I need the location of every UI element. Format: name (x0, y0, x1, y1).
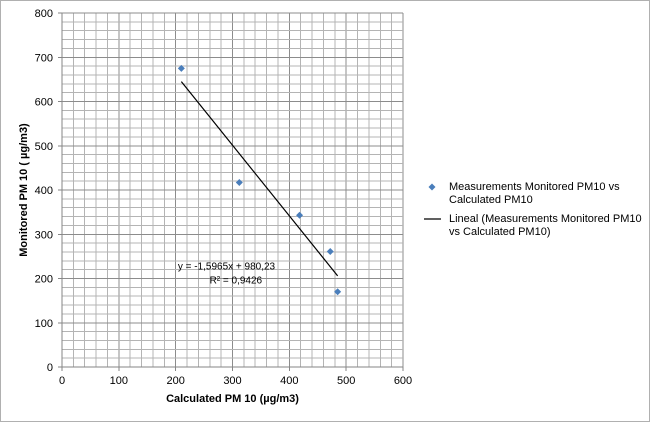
y-tick-labels: 0 100 200 300 400 500 600 700 800 (35, 8, 53, 374)
data-points (177, 64, 342, 296)
y-tick-label: 300 (35, 229, 53, 241)
data-point (334, 288, 342, 296)
x-tick-label: 400 (280, 375, 298, 387)
data-point (235, 178, 243, 186)
equation-group: y = -1,5965x + 980,23 R² = 0,9426 (178, 262, 276, 287)
x-tick-label: 300 (223, 375, 241, 387)
trendline-equation: y = -1,5965x + 980,23 (178, 262, 276, 273)
grid-lines (62, 12, 404, 367)
trendline-group (180, 81, 339, 277)
data-point (326, 248, 334, 256)
y-tick-label: 0 (47, 362, 53, 374)
x-tick-label: 200 (166, 375, 184, 387)
y-tick-label: 700 (35, 52, 53, 64)
legend-label-series: Calculated PM10 (449, 194, 533, 206)
x-tick-label: 100 (110, 375, 128, 387)
legend-label-trendline: Lineal (Measurements Monitored PM10 (449, 213, 642, 225)
y-axis-title: Monitored PM 10 ( µg/m3) (18, 123, 30, 257)
x-axis-title: Calculated PM 10 (µg/m3) (166, 393, 299, 405)
legend-marker-series (428, 183, 436, 191)
trendline (180, 81, 339, 277)
x-tick-label: 600 (394, 375, 412, 387)
x-tick-labels: 0 100 200 300 400 500 600 (59, 375, 412, 387)
x-tick-label: 500 (337, 375, 355, 387)
x-tick-label: 0 (59, 375, 65, 387)
y-tick-label: 200 (35, 274, 53, 286)
data-point (296, 211, 304, 219)
trendline-r-squared: R² = 0,9426 (210, 276, 263, 287)
y-tick-label: 600 (35, 97, 53, 109)
y-tick-label: 400 (35, 185, 53, 197)
y-tick-label: 800 (35, 8, 53, 20)
legend-label-series: Measurements Monitored PM10 vs (449, 181, 620, 193)
data-point (177, 64, 185, 72)
legend: Measurements Monitored PM10 vsCalculated… (424, 181, 642, 238)
y-tick-label: 500 (35, 141, 53, 153)
y-tick-label: 100 (35, 318, 53, 330)
legend-label-trendline: vs Calculated PM10) (449, 226, 551, 238)
axes (58, 12, 404, 371)
